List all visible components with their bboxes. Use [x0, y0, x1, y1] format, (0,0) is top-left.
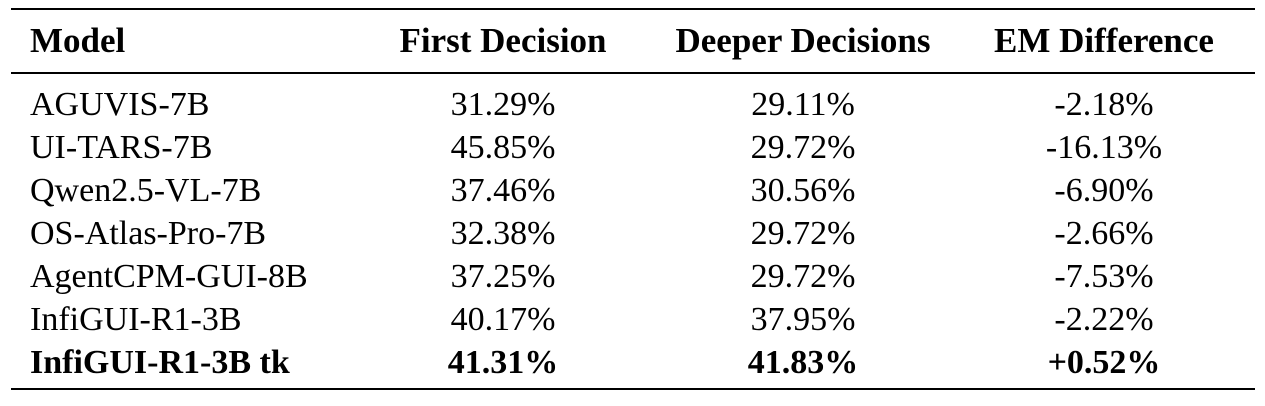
cell-em-difference: -2.66% — [1054, 215, 1154, 252]
column-header-first-decision: First Decision — [399, 21, 607, 60]
table-bottom-rule — [11, 388, 1255, 390]
cell-model: AgentCPM-GUI-8B — [30, 258, 308, 295]
table-header-rule — [11, 72, 1255, 74]
header-spacer — [11, 71, 1255, 83]
cell-deeper-decisions: 29.72% — [750, 215, 856, 252]
header-row: Model First Decision Deeper Decisions EM… — [11, 10, 1255, 71]
cell-first-decision: 45.85% — [450, 129, 556, 166]
cell-model: InfiGUI-R1-3B — [30, 301, 242, 338]
cell-em-difference: -2.22% — [1054, 301, 1154, 338]
cell-first-decision: 37.25% — [450, 258, 556, 295]
cell-model: InfiGUI-R1-3B tk — [30, 344, 290, 381]
cell-deeper-decisions: 30.56% — [750, 172, 856, 209]
column-header-em-difference: EM Difference — [994, 21, 1214, 60]
cell-em-difference: -6.90% — [1054, 172, 1154, 209]
cell-model: UI-TARS-7B — [30, 129, 213, 166]
cell-em-difference: +0.52% — [1047, 344, 1161, 381]
cell-deeper-decisions: 29.72% — [750, 258, 856, 295]
column-header-deeper-decisions: Deeper Decisions — [675, 21, 931, 60]
cell-first-decision: 37.46% — [450, 172, 556, 209]
cell-first-decision: 41.31% — [447, 344, 559, 381]
table-row-highlighted: InfiGUI-R1-3B tk 41.31% 41.83% +0.52% — [11, 341, 1255, 384]
cell-deeper-decisions: 29.72% — [750, 129, 856, 166]
table-row: AgentCPM-GUI-8B 37.25% 29.72% -7.53% — [11, 255, 1255, 298]
cell-first-decision: 32.38% — [450, 215, 556, 252]
table-row: InfiGUI-R1-3B 40.17% 37.95% -2.22% — [11, 298, 1255, 341]
cell-model: Qwen2.5-VL-7B — [30, 172, 262, 209]
cell-deeper-decisions: 29.11% — [751, 86, 855, 123]
table-body: AGUVIS-7B 31.29% 29.11% -2.18% UI-TARS-7… — [11, 83, 1255, 384]
cell-em-difference: -7.53% — [1054, 258, 1154, 295]
results-table: Model First Decision Deeper Decisions EM… — [11, 10, 1255, 384]
cell-first-decision: 40.17% — [450, 301, 556, 338]
cell-em-difference: -16.13% — [1045, 129, 1163, 166]
cell-first-decision: 31.29% — [450, 86, 556, 123]
cell-model: AGUVIS-7B — [30, 86, 210, 123]
cell-deeper-decisions: 37.95% — [750, 301, 856, 338]
table-header: Model First Decision Deeper Decisions EM… — [11, 10, 1255, 83]
column-header-model: Model — [30, 21, 126, 60]
cell-model: OS-Atlas-Pro-7B — [30, 215, 267, 252]
table-row: OS-Atlas-Pro-7B 32.38% 29.72% -2.66% — [11, 212, 1255, 255]
cell-em-difference: -2.18% — [1054, 86, 1154, 123]
table-row: Qwen2.5-VL-7B 37.46% 30.56% -6.90% — [11, 169, 1255, 212]
table-row: AGUVIS-7B 31.29% 29.11% -2.18% — [11, 83, 1255, 126]
table-row: UI-TARS-7B 45.85% 29.72% -16.13% — [11, 126, 1255, 169]
cell-deeper-decisions: 41.83% — [747, 344, 859, 381]
table-top-rule — [11, 8, 1255, 10]
